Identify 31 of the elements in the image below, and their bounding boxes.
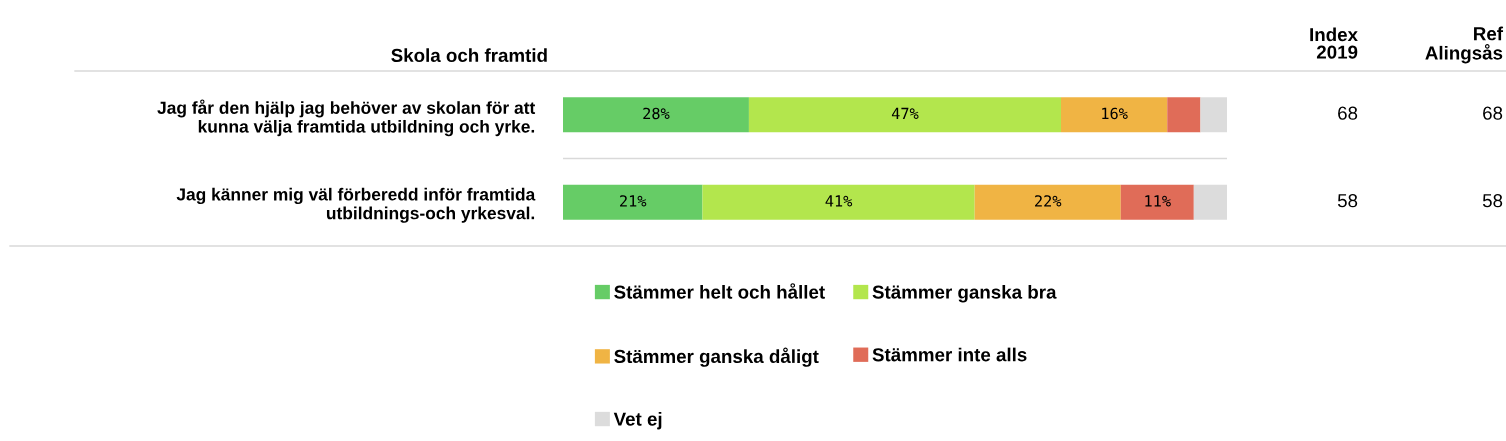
text: Index 2019 <box>1310 27 1358 59</box>
bar <box>1193 184 1227 220</box>
bar <box>563 97 749 133</box>
bar <box>1120 184 1194 220</box>
bar <box>563 184 703 220</box>
legend-label: Stämmer inte alls <box>872 347 1027 362</box>
legend-label: Stämmer ganska bra <box>872 284 1057 303</box>
text: 68 <box>1483 106 1503 120</box>
legend-label: Stämmer ganska dåligt <box>614 347 819 367</box>
legend-label: Stämmer helt och hållet <box>614 283 825 299</box>
bar <box>974 184 1121 220</box>
bar <box>1167 97 1201 133</box>
legend-label: Vet ej <box>613 411 662 430</box>
data-label: 41% <box>825 195 853 207</box>
bar <box>1061 97 1168 133</box>
text: 58 <box>1482 194 1503 208</box>
data-label: 16% <box>1102 107 1128 120</box>
data-label: 22% <box>1035 195 1062 207</box>
y-tick-label: Jag känner mig väl förberedd inför framtida utbildnings-och yrkesval. <box>176 187 536 223</box>
data-label: 47% <box>891 107 919 120</box>
bar <box>748 97 1061 133</box>
data-label: 28% <box>643 107 670 120</box>
y-tick-label: Jag får den hjälp jag behöver av skolan för att kunna välja framtida utbildning och yrke. <box>157 99 536 137</box>
text: 68 <box>1338 106 1358 120</box>
bar <box>702 184 975 220</box>
bar <box>1200 97 1227 133</box>
data-label: 21% <box>620 195 647 207</box>
data-label: 11% <box>1145 195 1171 207</box>
text: 58 <box>1337 194 1358 208</box>
text: Ref Alingsås <box>1425 26 1504 64</box>
chart-title: Skola och framtid <box>391 48 547 63</box>
